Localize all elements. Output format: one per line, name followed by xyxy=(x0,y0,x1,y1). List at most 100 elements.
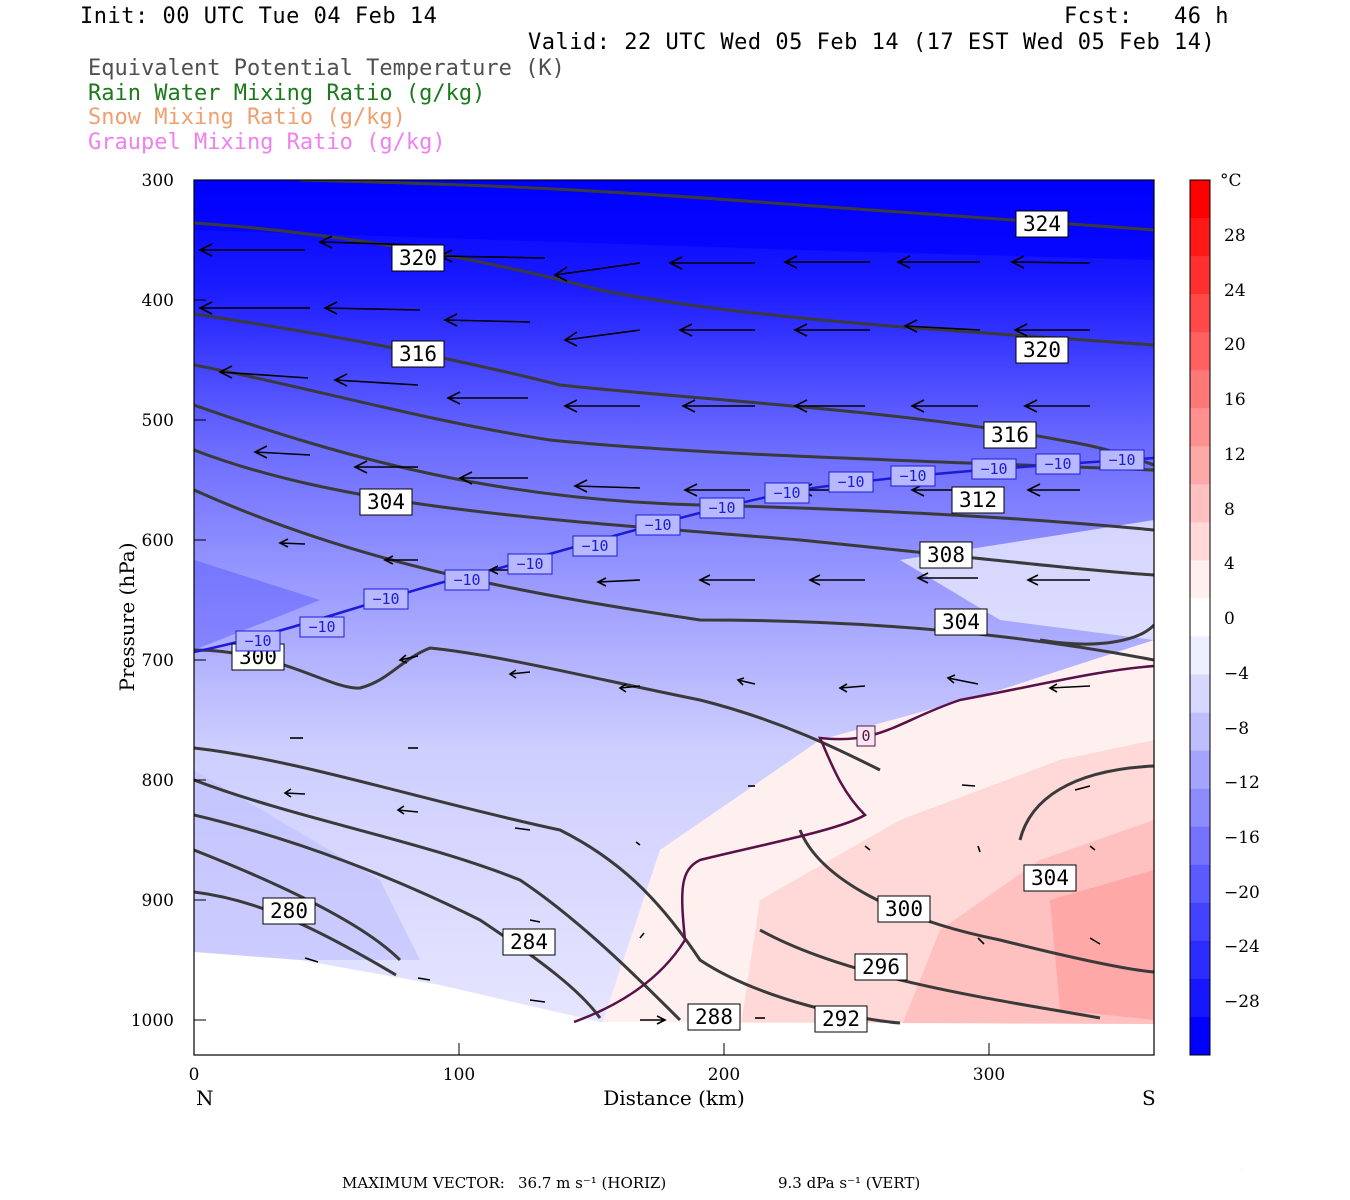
m10-label: −10 xyxy=(235,630,281,652)
y-tick-label: 800 xyxy=(142,771,174,791)
colorbar-tick-label: 12 xyxy=(1224,445,1246,465)
colorbar-tick-label: −16 xyxy=(1224,828,1260,848)
colorbar-swatch xyxy=(1190,256,1210,295)
label-280: 280 xyxy=(262,897,316,925)
m10-label: −10 xyxy=(299,616,345,638)
max-vector-horiz: 36.7 m s⁻¹ (HORIZ) xyxy=(518,1174,667,1192)
colorbar-tick-label: 24 xyxy=(1224,281,1246,301)
colorbar xyxy=(1189,179,1211,1056)
legend-rain-water: Rain Water Mixing Ratio (g/kg) xyxy=(88,81,486,106)
colorbar-swatch xyxy=(1190,940,1210,980)
colorbar-swatch xyxy=(1190,484,1210,523)
y-tick-label: 700 xyxy=(142,651,174,671)
label-304-b: 304 xyxy=(934,608,988,636)
theta-e-labels: 324 320 320 316 316 312 308 304 304 304 … xyxy=(231,210,1077,1033)
m10-label: −10 xyxy=(444,569,490,591)
svg-text:−10: −10 xyxy=(837,473,864,491)
svg-text:296: 296 xyxy=(862,955,900,979)
colorbar-labels: °C 28 24 20 16 12 8 4 0 −4 −8 −12 −16 −2… xyxy=(1220,171,1260,1012)
svg-text:−10: −10 xyxy=(516,555,543,573)
m10-label: −10 xyxy=(363,588,409,610)
svg-text:−10: −10 xyxy=(244,632,271,650)
colorbar-swatch xyxy=(1190,370,1210,409)
svg-text:316: 316 xyxy=(399,342,437,366)
init-time: Init: 00 UTC Tue 04 Feb 14 xyxy=(80,4,438,29)
colorbar-tick-label: −20 xyxy=(1224,883,1260,903)
svg-text:292: 292 xyxy=(822,1007,860,1031)
valid-time: Valid: 22 UTC Wed 05 Feb 14 (17 EST Wed … xyxy=(528,30,1216,55)
legend-theta-e: Equivalent Potential Temperature (K) xyxy=(88,56,565,81)
y-axis-ticks xyxy=(194,179,206,1021)
x-end-right: S xyxy=(1142,1086,1156,1110)
colorbar-tick-label: −28 xyxy=(1224,992,1260,1012)
colorbar-swatch xyxy=(1190,294,1210,333)
m10-label: −10 xyxy=(764,482,810,504)
plot-frame xyxy=(193,179,1155,1056)
colorbar-swatch xyxy=(1190,180,1210,219)
svg-text:−10: −10 xyxy=(453,571,480,589)
y-tick-label: 600 xyxy=(142,531,174,551)
colorbar-swatch xyxy=(1190,598,1210,638)
svg-text:312: 312 xyxy=(959,488,997,512)
colorbar-swatch xyxy=(1190,522,1210,561)
colorbar-swatch xyxy=(1190,750,1210,790)
svg-text:300: 300 xyxy=(885,897,923,921)
svg-text:320: 320 xyxy=(1023,338,1061,362)
svg-text:−10: −10 xyxy=(773,484,800,502)
label-300-b: 300 xyxy=(877,895,931,923)
zero-isotherm-label: 0 xyxy=(856,725,876,747)
label-320-b: 320 xyxy=(1015,336,1069,364)
svg-text:304: 304 xyxy=(367,490,405,514)
colorbar-swatch xyxy=(1190,826,1210,866)
m10-label: −10 xyxy=(1035,453,1081,475)
m10-label: −10 xyxy=(572,535,618,557)
m10-label: −10 xyxy=(699,497,745,519)
m10-label: −10 xyxy=(890,465,936,487)
colorbar-swatch xyxy=(1190,674,1210,714)
theta-e-contours xyxy=(194,180,1154,1025)
temperature-field xyxy=(194,180,1154,1055)
x-axis-ticks xyxy=(193,1043,990,1055)
cross-section-chart: 324 320 320 316 316 312 308 304 304 304 … xyxy=(115,171,1260,1170)
svg-text:−10: −10 xyxy=(308,618,335,636)
svg-text:−10: −10 xyxy=(644,516,671,534)
m10-label: −10 xyxy=(971,458,1017,480)
label-304-c: 304 xyxy=(1023,864,1077,892)
colorbar-swatch xyxy=(1190,408,1210,447)
label-316-a: 316 xyxy=(391,340,445,368)
y-tick-labels: 300 400 500 600 700 800 900 1000 xyxy=(131,171,174,1031)
svg-text:320: 320 xyxy=(399,246,437,270)
colorbar-swatch xyxy=(1190,636,1210,676)
x-end-left: N xyxy=(196,1086,214,1110)
colorbar-tick-label: −12 xyxy=(1224,773,1260,793)
x-tick-label: 0 xyxy=(189,1065,200,1085)
colorbar-tick-label: 8 xyxy=(1224,500,1235,520)
colorbar-tick-label: 28 xyxy=(1224,226,1246,246)
colorbar-swatch xyxy=(1190,978,1210,1018)
x-axis-label: Distance (km) xyxy=(603,1086,745,1110)
max-vector-label: MAXIMUM VECTOR: xyxy=(342,1174,505,1192)
wind-vectors xyxy=(198,235,1101,1025)
colorbar-swatch xyxy=(1190,218,1210,257)
svg-text:−10: −10 xyxy=(980,460,1007,478)
colorbar-tick-label: −8 xyxy=(1224,719,1249,739)
svg-text:304: 304 xyxy=(1031,866,1069,890)
svg-text:316: 316 xyxy=(991,423,1029,447)
label-316-b: 316 xyxy=(983,421,1037,449)
colorbar-swatch xyxy=(1190,332,1210,371)
label-308: 308 xyxy=(919,541,973,569)
colorbar-tick-label: 4 xyxy=(1224,554,1235,574)
colorbar-swatch xyxy=(1190,788,1210,828)
legend-graupel: Graupel Mixing Ratio (g/kg) xyxy=(88,130,446,155)
m10-label: −10 xyxy=(1099,449,1145,471)
colorbar-tick-label: 0 xyxy=(1224,609,1235,629)
colorbar-swatch xyxy=(1190,446,1210,485)
label-320-a: 320 xyxy=(391,244,445,272)
label-296: 296 xyxy=(854,953,908,981)
svg-text:324: 324 xyxy=(1023,212,1061,236)
svg-text:284: 284 xyxy=(510,930,548,954)
max-vector-vert: 9.3 dPa s⁻¹ (VERT) xyxy=(778,1174,921,1192)
x-tick-labels: 0 100 200 300 xyxy=(189,1065,1006,1085)
svg-text:288: 288 xyxy=(695,1005,733,1029)
m10-label: −10 xyxy=(635,514,681,536)
